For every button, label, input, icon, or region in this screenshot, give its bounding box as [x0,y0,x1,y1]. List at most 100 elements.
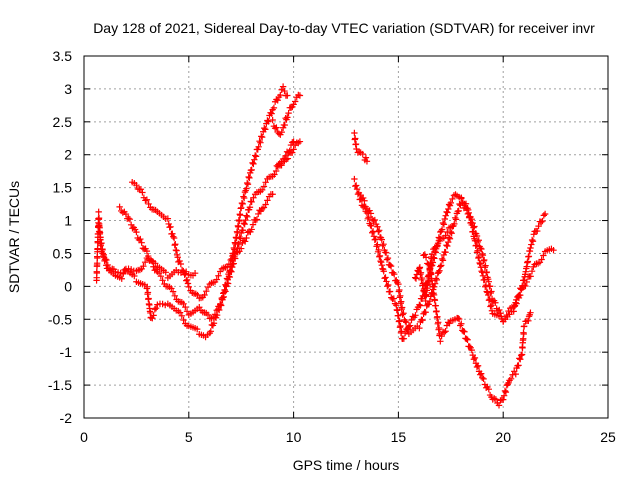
data-point [143,247,151,255]
data-point [432,302,439,309]
data-point [145,200,152,208]
data-point [425,271,433,279]
data-point [428,251,436,258]
data-point [367,210,375,217]
data-point [374,241,381,248]
data-point [279,83,287,90]
data-point [144,289,152,296]
data-point [477,245,484,252]
y-tick-label: -2 [60,410,73,426]
data-point [439,257,447,264]
data-point [420,285,428,293]
data-point [435,269,442,276]
data-point [226,273,234,281]
data-point [211,311,219,318]
data-point [177,260,185,268]
data-point [470,356,478,363]
data-point [510,303,517,311]
data-point [503,311,510,319]
data-point [144,283,151,291]
data-point [473,242,480,249]
data-point [517,352,525,359]
data-point [397,292,404,300]
data-point [520,330,527,338]
data-point [203,288,210,295]
data-point [487,303,494,310]
data-point [122,210,130,218]
data-point [240,194,248,202]
data-point [246,174,253,182]
data-point [257,139,264,146]
data-point [176,309,184,316]
data-point [262,126,269,133]
data-point [277,91,284,99]
data-point [258,133,265,140]
data-point [480,257,487,265]
data-point [172,240,179,248]
data-point [386,288,394,295]
chart-title: Day 128 of 2021, Sidereal Day-to-day VTE… [93,20,595,36]
data-point [367,222,374,229]
data-point [527,273,534,280]
data-point [238,245,245,252]
data-point [497,310,504,317]
data-point [432,245,440,253]
data-point [455,315,463,323]
data-point [251,152,259,159]
data-point [528,241,535,248]
data-point [417,269,425,276]
data-point [351,129,358,137]
data-point [236,217,243,225]
plot-frame [83,55,609,419]
data-point [258,186,266,194]
data-point [470,224,477,231]
data-point [281,87,288,95]
data-point [274,97,281,104]
data-point [131,272,138,280]
y-axis-label: SDTVAR / TECUs [6,181,22,293]
data-point [261,124,268,132]
x-axis-label: GPS time / hours [293,457,400,473]
data-point [418,274,426,282]
data-point [442,232,449,239]
y-tick-label: 2.5 [53,114,73,130]
data-point [164,215,172,222]
data-point [180,316,187,324]
data-point [497,397,504,404]
data-point [463,205,470,212]
data-point [287,104,295,111]
data-point [258,133,266,141]
data-point [422,309,429,316]
data-point [210,320,218,327]
data-point [525,253,533,260]
data-point [478,245,485,253]
data-point [251,156,258,163]
data-point [398,328,405,335]
data-point [271,171,278,178]
data-point [296,138,304,145]
grid-layer [84,56,608,418]
data-point [239,200,246,208]
data-point [351,175,358,183]
points-layer [93,83,557,409]
data-point [352,182,360,189]
data-point [421,251,429,258]
data-point [454,315,462,322]
data-point [541,210,549,218]
data-point [442,212,449,219]
data-point [500,396,507,403]
data-point [468,216,475,223]
data-point [417,302,424,309]
data-point [241,238,249,245]
x-tick-label: 0 [80,429,88,445]
data-point [353,185,361,193]
data-point [170,233,177,240]
data-point [240,193,247,200]
data-point [151,306,159,313]
data-point [239,227,247,234]
data-point [143,196,151,203]
ticks-layer: 0 5 10 15 20 25 -2 -1.5 -1 -0.5 0 0.5 1 1.5 2 2.5 3 3.5 [48,48,616,445]
data-point [517,356,524,363]
data-point [540,252,547,259]
data-point [253,216,261,223]
